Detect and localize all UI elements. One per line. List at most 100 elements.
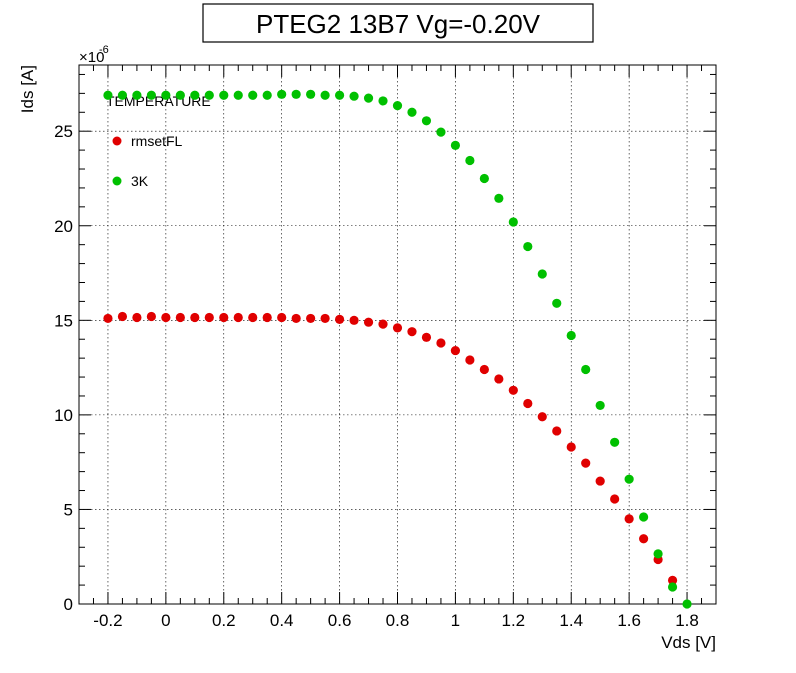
data-point-rmsetfl <box>465 355 475 365</box>
data-point-3k <box>378 96 388 106</box>
data-point-3k <box>219 90 229 100</box>
legend-marker-3k <box>112 176 122 186</box>
x-tick-label: 1.6 <box>617 611 641 630</box>
y-tick-label: 25 <box>54 122 73 141</box>
y-tick-label: 20 <box>54 217 73 236</box>
data-point-3k <box>639 512 649 522</box>
data-point-rmsetfl <box>436 338 446 348</box>
data-point-rmsetfl <box>508 385 518 395</box>
y-axis-label: Ids [A] <box>18 65 37 113</box>
data-point-3k <box>479 173 489 184</box>
data-point-3k <box>291 89 301 99</box>
y-multiplier-text: ×10 <box>79 49 104 66</box>
data-point-3k <box>494 193 504 203</box>
data-points <box>103 89 692 609</box>
data-point-3k <box>436 127 446 137</box>
data-point-3k <box>161 90 171 100</box>
data-point-rmsetfl <box>363 317 374 327</box>
y-axis-multiplier: ×10 -6 <box>79 44 109 66</box>
x-tick-label: 0.6 <box>328 611 352 630</box>
data-point-rmsetfl <box>407 327 417 337</box>
y-tick-label: 10 <box>54 406 73 425</box>
data-point-rmsetfl <box>494 374 504 384</box>
data-point-rmsetfl <box>190 312 200 323</box>
data-point-rmsetfl <box>103 313 113 324</box>
data-point-rmsetfl <box>262 312 272 323</box>
data-point-rmsetfl <box>378 319 388 329</box>
legend-label-3k: 3K <box>131 173 149 189</box>
data-point-rmsetfl <box>291 313 301 324</box>
x-tick-label: 1.2 <box>501 611 525 630</box>
data-point-rmsetfl <box>479 364 489 375</box>
data-point-rmsetfl <box>610 494 620 504</box>
y-tick-label: 0 <box>64 595 73 614</box>
legend-label-rmsetfl: rmsetFL <box>131 133 183 149</box>
data-point-3k <box>523 241 533 252</box>
chart-title-text: PTEG2 13B7 Vg=-0.20V <box>256 9 541 39</box>
legend: TEMPERATURE rmsetFL 3K <box>106 93 211 189</box>
data-point-rmsetfl <box>624 514 634 524</box>
data-point-3k <box>132 90 142 100</box>
data-point-3k <box>204 90 214 100</box>
data-point-rmsetfl <box>146 311 156 322</box>
data-point-3k <box>349 91 359 101</box>
x-tick-labels: -0.2 0 0.2 0.4 0.6 0.8 1 1.2 1.4 1.6 1.8 <box>93 611 699 630</box>
y-tick-label: 15 <box>54 311 73 330</box>
data-point-3k <box>508 217 518 227</box>
x-tick-label: 1 <box>451 611 460 630</box>
data-point-rmsetfl <box>248 312 258 323</box>
data-point-3k <box>610 437 620 447</box>
data-point-3k <box>392 101 403 111</box>
axis-ticks <box>78 65 717 605</box>
data-point-rmsetfl <box>175 312 185 323</box>
data-point-rmsetfl <box>581 458 591 468</box>
data-point-3k <box>450 140 461 150</box>
x-tick-label: 0.8 <box>386 611 410 630</box>
data-point-rmsetfl <box>277 312 287 323</box>
data-point-3k <box>277 89 287 99</box>
data-point-rmsetfl <box>595 476 605 486</box>
data-point-rmsetfl <box>306 313 316 324</box>
data-point-rmsetfl <box>132 312 142 323</box>
data-point-rmsetfl <box>667 575 678 585</box>
x-tick-label: 0 <box>161 611 170 630</box>
data-point-rmsetfl <box>320 313 330 324</box>
data-point-3k <box>595 400 605 411</box>
data-point-3k <box>146 90 156 100</box>
data-point-3k <box>175 90 185 100</box>
data-point-3k <box>233 90 243 100</box>
title-box <box>202 3 594 43</box>
x-tick-label: 1.8 <box>675 611 699 630</box>
data-point-3k <box>190 90 200 100</box>
x-tick-label: 1.4 <box>559 611 583 630</box>
data-point-rmsetfl <box>334 314 345 324</box>
x-axis-label: Vds [V] <box>661 633 716 652</box>
data-point-rmsetfl <box>233 312 243 323</box>
data-point-3k <box>465 155 475 166</box>
data-point-3k <box>407 107 417 117</box>
chart-title: PTEG2 13B7 Vg=-0.20V <box>202 3 594 43</box>
y-tick-labels: 0 5 10 15 20 25 <box>54 122 73 614</box>
data-point-rmsetfl <box>552 426 562 436</box>
data-point-3k <box>117 90 128 100</box>
y-tick-label: 5 <box>64 500 73 519</box>
data-point-3k <box>320 90 330 100</box>
data-point-rmsetfl <box>117 311 128 322</box>
data-point-rmsetfl <box>566 442 576 452</box>
data-point-rmsetfl <box>639 534 649 544</box>
data-point-3k <box>537 269 547 279</box>
data-point-3k <box>552 298 562 308</box>
data-point-3k <box>667 582 678 592</box>
data-point-rmsetfl <box>219 312 229 323</box>
data-point-3k <box>103 90 113 100</box>
x-tick-label: 0.4 <box>270 611 294 630</box>
data-point-rmsetfl <box>421 332 432 342</box>
x-tick-label: -0.2 <box>93 611 122 630</box>
data-point-3k <box>581 364 591 375</box>
legend-marker-rmsetfl <box>112 136 122 146</box>
data-point-3k <box>334 90 345 100</box>
data-point-3k <box>653 549 663 559</box>
data-point-rmsetfl <box>204 312 214 323</box>
data-point-rmsetfl <box>392 323 403 333</box>
